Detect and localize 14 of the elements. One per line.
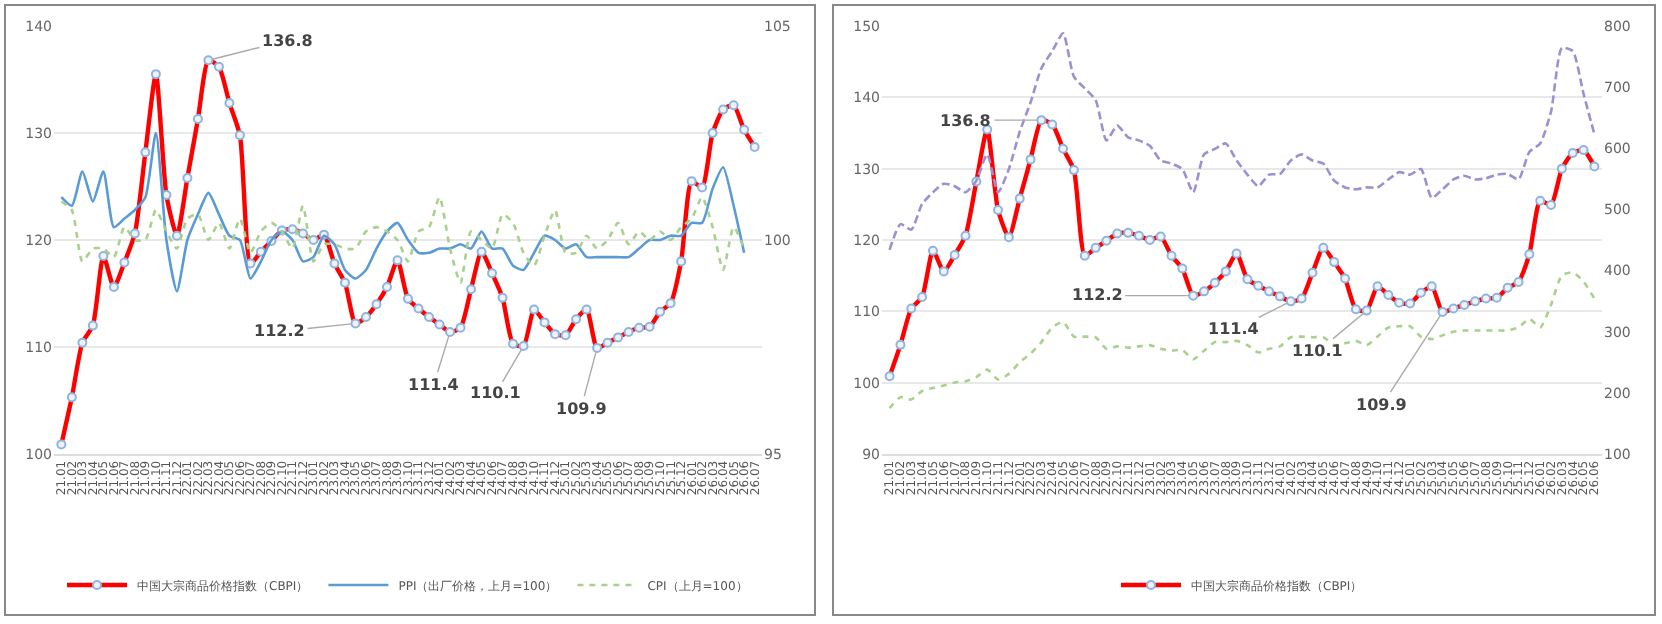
- annotation: 112.2: [254, 322, 305, 340]
- annotation: 136.8: [262, 32, 314, 50]
- annotation: 109.9: [556, 400, 608, 418]
- line-series: [888, 271, 1596, 410]
- line-series: [60, 131, 746, 293]
- annotation: 136.8: [940, 112, 992, 130]
- annotation: 110.1: [1292, 342, 1344, 360]
- annotation: 109.9: [1356, 396, 1408, 414]
- annotation: 111.4: [1208, 320, 1260, 338]
- annotation: 112.2: [1072, 286, 1123, 304]
- annotation: 111.4: [408, 376, 460, 394]
- line-series: [888, 32, 1596, 252]
- line-series: [60, 195, 746, 285]
- annotation: 110.1: [470, 384, 522, 402]
